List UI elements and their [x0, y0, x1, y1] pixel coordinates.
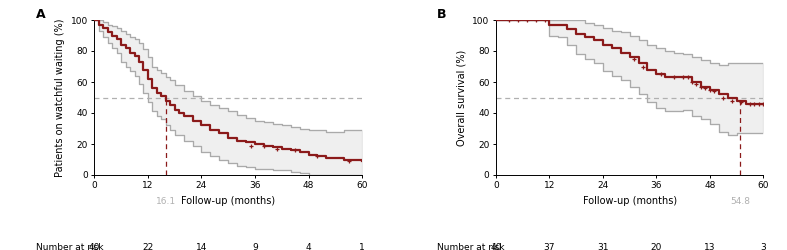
Text: Number at risk: Number at risk — [437, 243, 504, 250]
Text: 54.8: 54.8 — [730, 197, 750, 206]
Text: 40: 40 — [490, 243, 501, 250]
Text: 31: 31 — [597, 243, 608, 250]
Y-axis label: Overall survival (%): Overall survival (%) — [456, 50, 467, 146]
Text: 40: 40 — [89, 243, 100, 250]
Text: 20: 20 — [651, 243, 662, 250]
X-axis label: Follow-up (months): Follow-up (months) — [582, 196, 677, 206]
Text: 37: 37 — [544, 243, 555, 250]
Text: 22: 22 — [142, 243, 153, 250]
Text: A: A — [35, 8, 45, 20]
Text: 3: 3 — [760, 243, 767, 250]
Text: 4: 4 — [305, 243, 312, 250]
Text: Number at risk: Number at risk — [35, 243, 103, 250]
Text: 1: 1 — [359, 243, 365, 250]
Text: B: B — [437, 8, 446, 20]
Y-axis label: Patients on watchful waiting (%): Patients on watchful waiting (%) — [55, 18, 65, 177]
X-axis label: Follow-up (months): Follow-up (months) — [181, 196, 275, 206]
Text: 13: 13 — [704, 243, 715, 250]
Text: 14: 14 — [196, 243, 207, 250]
Text: 9: 9 — [252, 243, 258, 250]
Text: 16.1: 16.1 — [156, 197, 176, 206]
